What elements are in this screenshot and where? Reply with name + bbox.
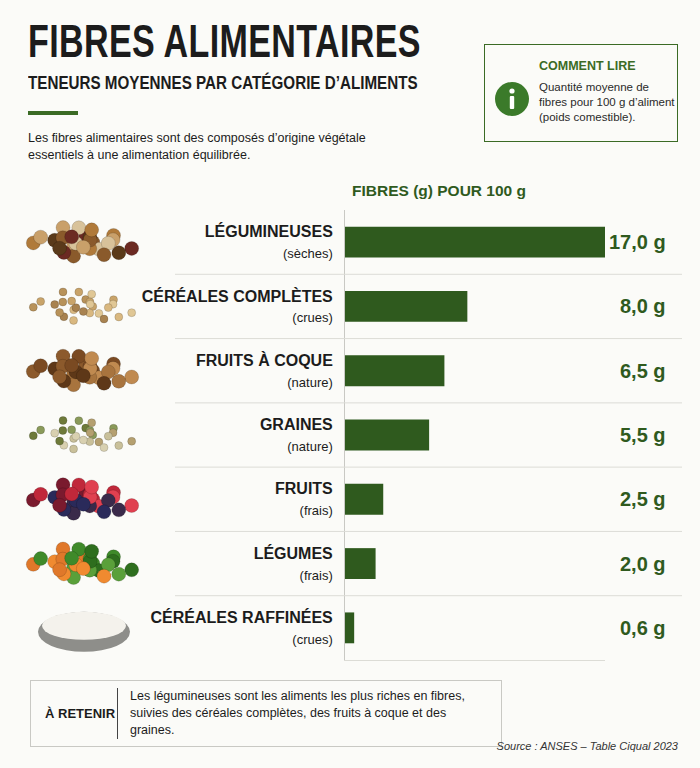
html-text:COMMENT LIRE: COMMENT LIRE xyxy=(539,59,636,73)
html-text:Les fibres alimentaires sont d: Les fibres alimentaires sont des composé… xyxy=(28,131,366,162)
svg-text:GRAINES(nature): GRAINES(nature) xyxy=(260,416,333,454)
html-text:FIBRES (g) POUR 100 g: FIBRES (g) POUR 100 g xyxy=(352,182,526,199)
svg-text:8,0 g: 8,0 g xyxy=(620,295,666,317)
html-text:Les légumineuses sont les alim: Les légumineuses sont les aliments les p… xyxy=(130,689,465,737)
html-text:Source : ANSES – Table Ciqual: Source : ANSES – Table Ciqual 2023 xyxy=(496,740,678,752)
svg-text:FRUITS(frais): FRUITS(frais) xyxy=(275,480,333,518)
svg-text:LÉGUMINEUSES(sèches): LÉGUMINEUSES(sèches) xyxy=(205,222,333,261)
svg-text:0,6 g: 0,6 g xyxy=(620,617,666,639)
svg-text:17,0 g: 17,0 g xyxy=(609,231,666,253)
svg-text:LÉGUMES(frais): LÉGUMES(frais) xyxy=(254,544,333,583)
svg-text:CÉRÉALES RAFFINÉES(crues): CÉRÉALES RAFFINÉES(crues) xyxy=(151,608,334,647)
svg-text:2,5 g: 2,5 g xyxy=(620,488,666,510)
html-text:À RETENIR: À RETENIR xyxy=(45,706,116,721)
html-text:Quantité moyenne de fibres pou: Quantité moyenne de fibres pour 100 g d’… xyxy=(539,81,675,123)
html-text:TENEURS MOYENNES PAR CATÉGORIE: TENEURS MOYENNES PAR CATÉGORIE D’ALIMENT… xyxy=(28,72,418,93)
svg-text:CÉRÉALES COMPLÈTES(crues): CÉRÉALES COMPLÈTES(crues) xyxy=(142,287,333,326)
svg-text:FRUITS À COQUE(nature): FRUITS À COQUE(nature) xyxy=(196,351,333,390)
svg-text:6,5 g: 6,5 g xyxy=(620,360,666,382)
svg-text:5,5 g: 5,5 g xyxy=(620,424,666,446)
svg-text:2,0 g: 2,0 g xyxy=(620,553,666,575)
html-text:FIBRES ALIMENTAIRES: FIBRES ALIMENTAIRES xyxy=(28,15,421,67)
